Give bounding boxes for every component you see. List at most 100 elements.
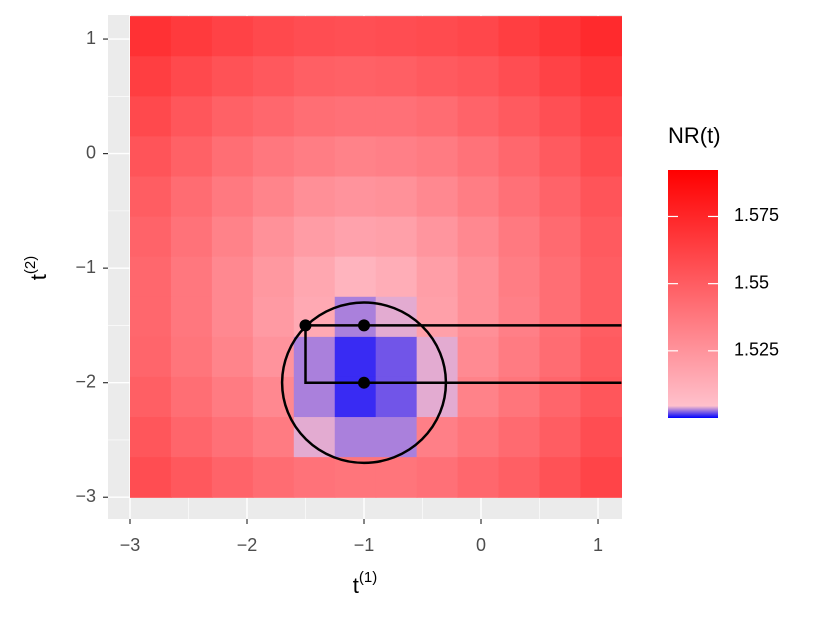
colorbar-label: 1.575: [734, 205, 779, 225]
heat-cell: [334, 176, 377, 218]
heat-cell: [457, 296, 500, 338]
heat-cell: [416, 336, 459, 378]
y-label-sup: (2): [22, 256, 39, 274]
heat-cell: [498, 336, 541, 378]
heat-cell: [498, 417, 541, 458]
axes: −3 −2 −1 0 1 −3 −2 −1 0 1: [75, 28, 603, 555]
heat-cell: [580, 417, 622, 458]
heat-cell: [170, 376, 213, 418]
heat-cell: [129, 376, 172, 418]
heat-cell: [293, 176, 336, 218]
heat-cell: [457, 136, 500, 178]
heat-cell: [129, 96, 172, 138]
heat-cell: [170, 336, 213, 378]
heat-cell: [211, 136, 254, 178]
heat-cell: [457, 457, 500, 498]
heatmap: [129, 16, 622, 498]
heat-cell: [252, 216, 295, 258]
heat-cell: [375, 16, 418, 57]
heat-cell: [211, 296, 254, 338]
heat-cell: [252, 136, 295, 178]
heat-cell: [293, 417, 336, 458]
heat-cell: [211, 457, 254, 498]
heat-cell: [334, 56, 377, 97]
heat-cell: [580, 16, 622, 57]
heat-cell: [252, 417, 295, 458]
x-tick-label: −3: [120, 535, 141, 555]
x-tick-label: 0: [476, 535, 486, 555]
y-tick-label: 0: [86, 142, 96, 162]
heat-cell: [539, 417, 582, 458]
heat-cell: [129, 336, 172, 378]
heat-cell: [580, 176, 622, 218]
heat-cell: [457, 417, 500, 458]
heat-cell: [457, 176, 500, 218]
heat-cell: [211, 176, 254, 218]
heat-cell: [580, 136, 622, 178]
heat-cell: [252, 296, 295, 338]
heat-cell: [375, 56, 418, 97]
heat-cell: [375, 417, 418, 458]
heat-cell: [416, 136, 459, 178]
heat-cell: [170, 256, 213, 298]
heat-cell: [170, 136, 213, 178]
x-axis-label: t(1): [353, 569, 377, 598]
heat-cell: [375, 336, 418, 378]
heat-cell: [293, 216, 336, 258]
heat-cell: [129, 296, 172, 338]
y-axis-label: t(2): [22, 256, 51, 280]
y-tick-label: 1: [86, 28, 96, 48]
legend-title: NR(t): [668, 123, 721, 148]
point: [299, 319, 312, 332]
heat-cell: [334, 136, 377, 178]
heat-cell: [539, 336, 582, 378]
x-label-sup: (1): [359, 569, 377, 586]
heat-cell: [211, 16, 254, 57]
x-tick-label: −2: [237, 535, 258, 555]
heat-cell: [375, 457, 418, 498]
heat-cell: [580, 216, 622, 258]
heat-cell: [580, 96, 622, 138]
heat-cell: [539, 216, 582, 258]
heat-cell: [129, 176, 172, 218]
heat-cell: [416, 16, 459, 57]
heat-cell: [416, 256, 459, 298]
heat-cell: [416, 216, 459, 258]
heat-cell: [498, 296, 541, 338]
heat-cell: [457, 216, 500, 258]
heat-cell: [170, 16, 213, 57]
heat-cell: [211, 216, 254, 258]
y-tick-label: −1: [75, 257, 96, 277]
heat-cell: [170, 457, 213, 498]
heat-cell: [539, 96, 582, 138]
heat-cell: [293, 16, 336, 57]
heat-cell: [293, 457, 336, 498]
heat-cell: [457, 16, 500, 57]
heat-cell: [170, 417, 213, 458]
heat-cell: [293, 56, 336, 97]
heat-cell: [252, 16, 295, 57]
heat-cell: [457, 96, 500, 138]
heat-cell: [457, 56, 500, 97]
heat-cell: [539, 296, 582, 338]
heat-cell: [416, 56, 459, 97]
heat-cell: [498, 256, 541, 298]
heat-cell: [334, 336, 377, 378]
heat-cell: [293, 96, 336, 138]
heat-cell: [580, 336, 622, 378]
heat-cell: [375, 96, 418, 138]
heat-cell: [129, 256, 172, 298]
heat-cell: [498, 96, 541, 138]
heat-cell: [211, 56, 254, 97]
colorbar-label: 1.525: [734, 340, 779, 360]
heat-cell: [293, 136, 336, 178]
heat-cell: [457, 256, 500, 298]
heat-cell: [293, 256, 336, 298]
heat-cell: [498, 56, 541, 97]
heat-cell: [498, 176, 541, 218]
heat-cell: [129, 136, 172, 178]
heat-cell: [211, 96, 254, 138]
heat-cell: [252, 96, 295, 138]
overlay: [280, 301, 622, 465]
heat-cell: [129, 417, 172, 458]
